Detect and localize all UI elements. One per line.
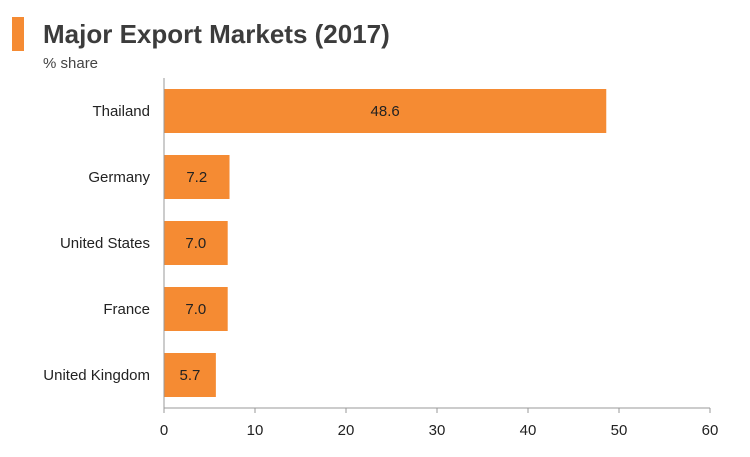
category-label-united-kingdom: United Kingdom <box>43 367 150 384</box>
category-label-thailand: Thailand <box>92 103 150 120</box>
x-tick-label-40: 40 <box>520 422 537 439</box>
bar-united-states <box>164 221 228 265</box>
x-tick-label-0: 0 <box>160 422 168 439</box>
category-label-germany: Germany <box>88 169 150 186</box>
axes-group: Thailand Germany United States France United… <box>43 78 718 439</box>
bar-united-kingdom <box>164 353 216 397</box>
value-label-germany: 7.2 <box>186 169 207 186</box>
chart-title: Major Export Markets (2017) <box>43 19 390 49</box>
x-tick-label-50: 50 <box>611 422 628 439</box>
x-tick-label-10: 10 <box>247 422 264 439</box>
title-accent-bar <box>12 17 24 51</box>
value-label-united-kingdom: 5.7 <box>180 367 201 384</box>
chart-subtitle: % share <box>43 55 99 72</box>
x-tick-label-20: 20 <box>338 422 355 439</box>
value-label-united-states: 7.0 <box>185 235 206 252</box>
category-label-united-states: United States <box>60 235 150 252</box>
category-label-france: France <box>103 301 150 318</box>
x-tick-label-30: 30 <box>429 422 446 439</box>
value-label-france: 7.0 <box>185 301 206 318</box>
x-tick-label-60: 60 <box>702 422 719 439</box>
bar-france <box>164 287 228 331</box>
bar-thailand <box>164 89 607 133</box>
bar-germany <box>164 155 230 199</box>
bars-group: 48.6 7.2 7.0 7.0 5.7 <box>164 89 607 397</box>
value-label-thailand: 48.6 <box>371 103 400 120</box>
